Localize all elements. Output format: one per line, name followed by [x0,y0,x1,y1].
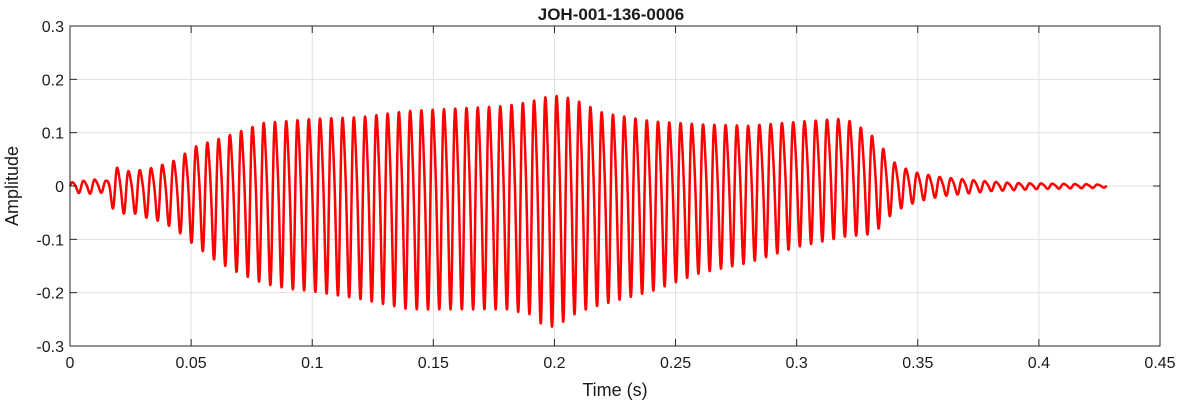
tick-labels-layer: 0 0.05 0.1 0.15 0.2 0.25 0.3 0.35 0.4 0.45 -0.3 -0.… [36,19,1175,372]
y-tick-label: 0.2 [42,72,64,89]
waveform-series-line [68,94,1108,328]
y-tick-label: -0.2 [36,286,64,303]
x-tick-label: 0.1 [301,355,323,372]
x-tick-label: 0.25 [660,355,691,372]
y-axis-label: Amplitude [2,146,22,226]
x-tick-label: 0.35 [902,355,933,372]
y-tick-label: 0.3 [42,19,64,36]
x-tick-label: 0.3 [786,355,808,372]
x-tick-label: 0.45 [1144,355,1175,372]
x-tick-label: 0.05 [176,355,207,372]
y-tick-label: 0 [55,179,64,196]
x-axis-label: Time (s) [582,380,647,400]
x-tick-label: 0.4 [1028,355,1050,372]
chart-title: JOH-001-136-0006 [538,5,684,24]
y-tick-label: 0.1 [42,126,64,143]
ticks-layer [69,25,1161,347]
x-tick-label: 0.2 [543,355,565,372]
y-tick-label: -0.3 [36,339,64,356]
y-tick-label: -0.1 [36,232,64,249]
signal-layer [68,94,1108,328]
x-tick-label: 0.15 [418,355,449,372]
x-tick-label: 0 [66,355,75,372]
